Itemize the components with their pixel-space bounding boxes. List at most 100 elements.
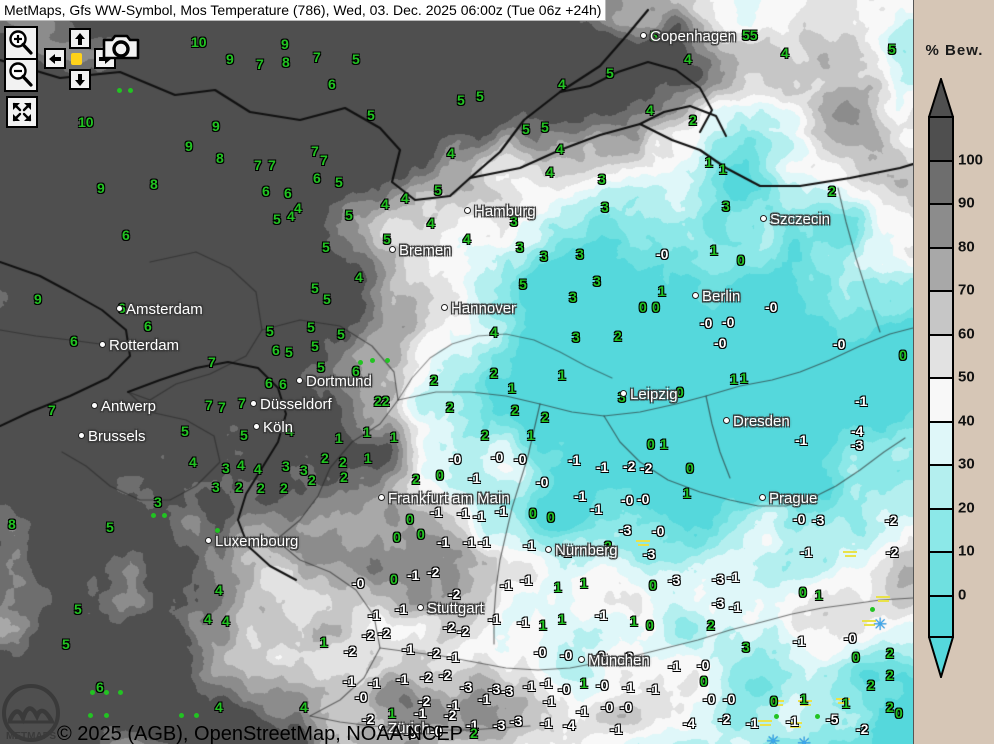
station-value: -1: [478, 534, 491, 550]
station-value: 6: [313, 170, 321, 186]
colorbar-segment: [930, 596, 952, 640]
station-value: 2: [490, 365, 498, 381]
snow-icon: ✳: [873, 615, 888, 635]
station-value: -2: [448, 586, 461, 602]
zoom-in-button[interactable]: [4, 26, 38, 60]
station-value: -1: [457, 505, 470, 521]
city-marker-dot: [253, 422, 260, 430]
station-value: 0: [649, 577, 657, 593]
station-value: 3: [618, 389, 626, 405]
station-value: 9: [226, 51, 234, 67]
station-value: -2: [885, 512, 898, 528]
city-marker-dot: [116, 304, 123, 312]
station-value: -2: [443, 619, 456, 635]
station-value: -3: [493, 717, 506, 733]
station-value: 7: [218, 399, 226, 415]
snow-icon: ✳: [766, 732, 781, 744]
station-value: -4: [563, 717, 576, 733]
city-label: Hamburg: [464, 203, 536, 220]
station-value: -0: [656, 246, 669, 262]
pan-down-button[interactable]: [69, 69, 91, 90]
city-label: Düsseldorf: [250, 396, 332, 413]
city-label: Copenhagen: [640, 28, 736, 45]
drizzle-icon: [118, 690, 123, 695]
city-label-text: Zürich: [388, 720, 430, 737]
expand-arrows-icon: [12, 102, 32, 122]
station-value: 4: [447, 145, 455, 161]
station-value: 2: [828, 183, 836, 199]
city-marker-dot: [378, 493, 385, 501]
station-value: 4: [355, 269, 363, 285]
zoom-out-button[interactable]: [4, 58, 38, 92]
colorbar-segment: [930, 292, 952, 336]
station-value: 5: [476, 88, 484, 104]
station-value: 5: [322, 239, 330, 255]
pan-center-handle[interactable]: [71, 53, 82, 65]
station-value: 3: [742, 639, 750, 655]
station-value: 3: [576, 246, 584, 262]
station-value: 4: [556, 141, 564, 157]
station-value: 7: [208, 354, 216, 370]
station-value: 5: [367, 107, 375, 123]
colorbar-segment: [930, 161, 952, 205]
station-value: -0: [723, 691, 736, 707]
station-value: 1: [364, 450, 372, 466]
station-value: 2: [235, 479, 243, 495]
station-value: 4: [646, 102, 654, 118]
station-value: 4: [222, 613, 230, 629]
station-value: 2: [470, 725, 478, 741]
fog-icon: [862, 620, 876, 629]
station-value: 6: [328, 76, 336, 92]
snapshot-button[interactable]: [102, 32, 140, 62]
pan-up-button[interactable]: [69, 28, 91, 49]
station-value: 5: [650, 28, 658, 44]
drizzle-icon: [151, 513, 156, 518]
station-value: -0: [697, 657, 710, 673]
station-value: 5: [240, 427, 248, 443]
station-value: 0: [686, 460, 694, 476]
station-value: -0: [652, 523, 665, 539]
station-value: -1: [540, 675, 553, 691]
station-value: 1: [705, 154, 713, 170]
station-value: -1: [729, 599, 742, 615]
station-value: -1: [478, 691, 491, 707]
city-label: Frankfurt am Main: [378, 490, 510, 507]
station-value: -0: [601, 699, 614, 715]
station-value: -0: [793, 511, 806, 527]
city-marker-dot: [78, 431, 85, 439]
station-value: -1: [596, 459, 609, 475]
station-value: 6: [144, 318, 152, 334]
colorbar-tick: 20: [958, 499, 975, 516]
station-value: 0: [799, 584, 807, 600]
fullscreen-button[interactable]: [6, 96, 38, 128]
metmaps-wordmark: METMAPS: [6, 731, 56, 742]
city-marker-dot: [441, 303, 448, 311]
station-value: 4: [427, 215, 435, 231]
station-value: 5: [307, 319, 315, 335]
city-label-text: Amsterdam: [126, 301, 203, 318]
arrow-up-icon: [75, 32, 85, 45]
city-marker-dot: [759, 493, 766, 501]
city-label-text: Szczecin: [770, 211, 831, 228]
station-value: 0: [406, 511, 414, 527]
station-value: -1: [574, 488, 587, 504]
station-value: 4: [237, 457, 245, 473]
station-value: 0: [700, 673, 708, 689]
city-marker-dot: [640, 31, 647, 39]
station-value: -2: [420, 669, 433, 685]
station-value: 0: [639, 299, 647, 315]
map-viewport[interactable]: ✳ ✳ ✳ 10 9 5 55 5 9 7 8 7 5 4 4 6 5 5 4 5 10 9 5 5 5 2 4 9 8 7 7 7 7 4 4 4…: [0, 0, 913, 744]
city-label: Brussels: [78, 428, 146, 445]
colorbar-under-arrow: [928, 636, 954, 678]
station-value: 9: [212, 118, 220, 134]
pan-control[interactable]: [44, 28, 116, 90]
colorbar-tick: 10: [958, 542, 975, 560]
station-value: -3: [643, 546, 656, 562]
station-value: 9: [97, 180, 105, 196]
station-value: -1: [855, 393, 868, 409]
station-value: -1: [407, 567, 420, 583]
drizzle-icon: [128, 88, 133, 93]
station-value: -2: [362, 627, 375, 643]
station-value: 2: [886, 699, 894, 715]
pan-left-button[interactable]: [44, 48, 66, 69]
